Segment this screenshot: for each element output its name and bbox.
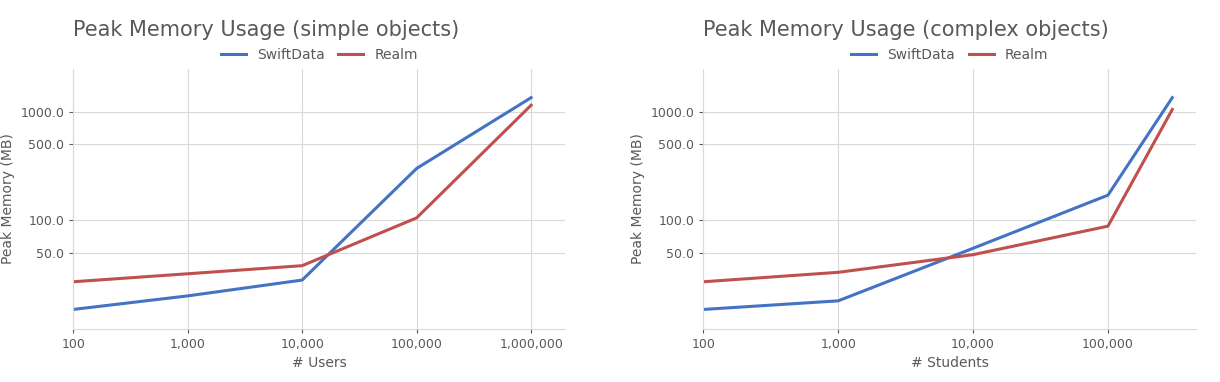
- Text: Peak Memory Usage (simple objects): Peak Memory Usage (simple objects): [73, 20, 460, 40]
- Legend: SwiftData, Realm: SwiftData, Realm: [215, 42, 423, 67]
- Y-axis label: Peak Memory (MB): Peak Memory (MB): [1, 133, 15, 264]
- X-axis label: # Students: # Students: [910, 356, 988, 370]
- X-axis label: # Users: # Users: [292, 356, 346, 370]
- Y-axis label: Peak Memory (MB): Peak Memory (MB): [631, 133, 645, 264]
- Text: Peak Memory Usage (complex objects): Peak Memory Usage (complex objects): [703, 20, 1109, 40]
- Legend: SwiftData, Realm: SwiftData, Realm: [845, 42, 1054, 67]
